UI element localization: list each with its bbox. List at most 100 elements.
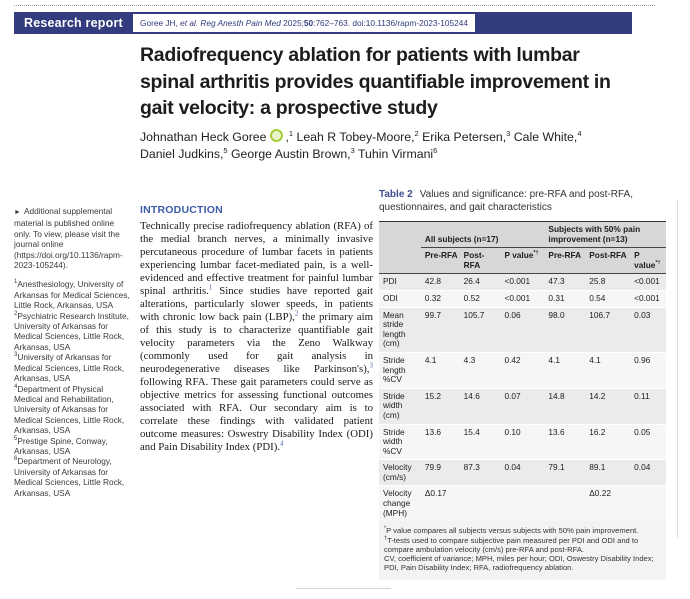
cell: 98.0 <box>544 306 586 353</box>
footnote: †T-tests used to compare subjective pain… <box>384 535 660 555</box>
table-row: Mean stride length (cm) 99.7 105.7 0.06 … <box>379 306 666 353</box>
affiliation-number: 2 <box>14 310 18 317</box>
author-affil-sup: 2 <box>414 128 419 138</box>
table-caption-label: Table 2 <box>379 189 413 200</box>
cell: 0.32 <box>420 289 460 308</box>
footnote: CV, coefficient of variance; MPH, miles … <box>384 554 660 573</box>
page-edge-artifact <box>677 200 678 538</box>
row-label: Velocity change (MPH) <box>379 485 421 522</box>
author-list: Johnathan Heck Goree ,1 Leah R Tobey-Moor… <box>140 129 645 162</box>
affiliation: 3University of Arkansas for Medical Scie… <box>14 352 131 383</box>
cell: 0.03 <box>630 306 666 353</box>
col-header-p-value: P value*† <box>630 247 666 275</box>
col-header-p-value: P value*† <box>500 247 545 275</box>
author-affil-sup: 6 <box>433 145 438 155</box>
cell: 16.2 <box>585 423 631 460</box>
citation-authors: Goree JH, <box>140 18 181 28</box>
cell: 25.8 <box>585 273 631 291</box>
row-label: Stride width (cm) <box>379 387 421 424</box>
cell: 89.1 <box>585 459 631 486</box>
author-name: Cale White, <box>510 130 578 144</box>
reference-link: 1 <box>208 283 213 292</box>
footnote: *P value compares all subjects versus su… <box>384 526 660 535</box>
orcid-icon[interactable] <box>270 129 284 142</box>
author-name: Leah R Tobey-Moore, <box>293 130 415 144</box>
introduction-section: INTRODUCTION Technically precise radiofr… <box>140 204 373 454</box>
cell: 0.04 <box>500 459 545 486</box>
cell: 105.7 <box>459 306 501 353</box>
affiliation-text: Prestige Spine, Conway, Arkansas, USA <box>14 435 108 456</box>
table-row: Velocity (cm/s) 79.9 87.3 0.04 79.1 89.1… <box>379 459 666 486</box>
row-label: ODI <box>379 289 421 308</box>
citation-volume: 50 <box>303 18 314 28</box>
cell: 99.7 <box>420 306 460 353</box>
left-sidebar: ► Additional supplemental material is pub… <box>14 206 131 498</box>
author-name: Erika Petersen, <box>418 130 507 144</box>
table-row: Stride width (cm) 15.2 14.6 0.07 14.8 14… <box>379 387 666 424</box>
cell: 13.6 <box>544 423 586 460</box>
row-label: Stride length %CV <box>379 351 421 389</box>
cell: <0.001 <box>500 289 545 308</box>
author-name: Tuhin Virmani <box>354 146 434 161</box>
section-heading: INTRODUCTION <box>140 204 223 216</box>
intro-text: Since studies have reported gait alterat… <box>140 285 373 323</box>
cell: 0.52 <box>459 289 501 308</box>
cell: 14.6 <box>459 387 501 424</box>
intro-text: the primary aim of this study is to char… <box>140 311 373 375</box>
reference-link: 4 <box>280 439 284 448</box>
cell: 0.42 <box>500 351 545 389</box>
table-group-header-row: All subjects (n=17) Subjects with 50% pa… <box>379 220 666 249</box>
citation-journal: et al. Reg Anesth Pain Med <box>180 18 281 28</box>
cell: 0.96 <box>630 351 666 389</box>
group-header-50pct-improvement: Subjects with 50% pain improvement (n=13… <box>544 220 666 249</box>
author-name: Daniel Judkins, <box>140 146 224 161</box>
citation-year: 2025; <box>280 18 304 28</box>
cell: <0.001 <box>500 273 545 291</box>
top-dotted-rule <box>14 5 655 6</box>
affiliation: 4Department of Physical Medical and Reha… <box>14 384 131 436</box>
cell: 0.04 <box>630 459 666 486</box>
affiliation-number: 5 <box>14 435 18 442</box>
cell <box>500 485 545 522</box>
cell: 26.4 <box>459 273 501 291</box>
cell: 4.3 <box>459 351 501 389</box>
affiliation-number: 6 <box>14 456 18 463</box>
affiliation-text: University of Arkansas for Medical Scien… <box>14 352 125 384</box>
group-header-all-subjects: All subjects (n=17) <box>420 220 545 249</box>
stub-header <box>379 220 421 248</box>
cell: 4.1 <box>585 351 631 389</box>
cell: 0.07 <box>500 387 545 424</box>
cell: 4.1 <box>544 351 586 389</box>
page-edge-artifact <box>296 588 391 589</box>
table-subheader-row: Pre-RFA Post-RFA P value*† Pre-RFA Post-… <box>379 247 666 275</box>
cell: 15.2 <box>420 387 460 424</box>
cell: 0.11 <box>630 387 666 424</box>
results-table: All subjects (n=17) Subjects with 50% pa… <box>379 220 666 522</box>
author-separator: , <box>285 130 289 144</box>
affiliation-number: 3 <box>14 352 18 359</box>
col-header-pre-rfa: Pre-RFA <box>420 247 460 275</box>
row-label: Stride width %CV <box>379 423 421 460</box>
citation-box: Goree JH, et al. Reg Anesth Pain Med 202… <box>133 14 475 32</box>
cell: 14.2 <box>585 387 631 424</box>
author-affil-sup: 3 <box>506 128 511 138</box>
table-row: Velocity change (MPH) Δ0.17 Δ0.22 <box>379 485 666 522</box>
row-label: Velocity (cm/s) <box>379 459 421 486</box>
article-type-banner: Research report Goree JH, et al. Reg Ane… <box>14 12 632 34</box>
table-row: Stride width %CV 13.6 15.4 0.10 13.6 16.… <box>379 423 666 460</box>
cell: 0.06 <box>500 306 545 353</box>
footnote-text: CV, coefficient of variance; MPH, miles … <box>384 554 654 573</box>
affiliation-text: Psychiatric Research Institute, Universi… <box>14 310 129 352</box>
cell: 15.4 <box>459 423 501 460</box>
author-affil-sup: 5 <box>223 145 228 155</box>
cell: Δ0.17 <box>420 485 460 522</box>
introduction-paragraph: Technically precise radiofrequency ablat… <box>140 220 373 454</box>
table-row: ODI 0.32 0.52 <0.001 0.31 0.54 <0.001 <box>379 289 666 308</box>
author-affil-sup: 3 <box>350 145 355 155</box>
cell: 0.10 <box>500 423 545 460</box>
affiliation: 6Department of Neurology, University of … <box>14 456 131 498</box>
table-caption: Table 2 Values and significance: pre-RFA … <box>379 189 666 214</box>
table-row: PDI 42.8 26.4 <0.001 47.3 25.8 <0.001 <box>379 273 666 291</box>
footnote-mark: † <box>384 535 388 542</box>
cell: <0.001 <box>630 273 666 291</box>
